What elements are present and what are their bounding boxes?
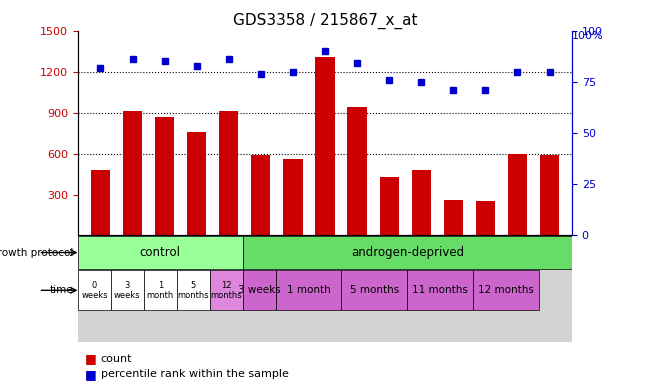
Text: ■: ■ — [84, 368, 96, 381]
Title: GDS3358 / 215867_x_at: GDS3358 / 215867_x_at — [233, 13, 417, 29]
Text: 11 months: 11 months — [412, 285, 468, 295]
Bar — [219, 111, 239, 235]
FancyBboxPatch shape — [78, 235, 572, 342]
Text: 100%: 100% — [572, 31, 604, 41]
FancyBboxPatch shape — [473, 270, 539, 310]
FancyBboxPatch shape — [276, 270, 341, 310]
Text: count: count — [101, 354, 132, 364]
Bar — [155, 117, 174, 235]
Bar — [283, 159, 302, 235]
Text: 12
months: 12 months — [211, 281, 242, 300]
FancyBboxPatch shape — [210, 270, 242, 310]
Text: ■: ■ — [84, 353, 96, 366]
Bar — [444, 200, 463, 235]
FancyBboxPatch shape — [144, 270, 177, 310]
Text: 1
month: 1 month — [147, 281, 174, 300]
Text: 12 months: 12 months — [478, 285, 534, 295]
Bar — [91, 170, 110, 235]
FancyBboxPatch shape — [78, 236, 242, 269]
Text: percentile rank within the sample: percentile rank within the sample — [101, 369, 289, 379]
FancyBboxPatch shape — [242, 236, 572, 269]
Bar — [123, 111, 142, 235]
Bar — [508, 154, 527, 235]
FancyBboxPatch shape — [78, 270, 111, 310]
Text: 3 weeks: 3 weeks — [238, 285, 281, 295]
Text: control: control — [140, 246, 181, 259]
Bar — [476, 201, 495, 235]
Text: 5 months: 5 months — [350, 285, 399, 295]
Text: androgen-deprived: androgen-deprived — [351, 246, 464, 259]
Bar — [187, 132, 206, 235]
Text: 0
weeks: 0 weeks — [81, 281, 108, 300]
Text: 5
months: 5 months — [177, 281, 209, 300]
Bar — [380, 177, 399, 235]
FancyBboxPatch shape — [341, 270, 408, 310]
FancyBboxPatch shape — [242, 270, 276, 310]
Bar — [540, 155, 559, 235]
Bar — [251, 155, 270, 235]
Bar — [315, 57, 335, 235]
Text: growth protocol: growth protocol — [0, 248, 73, 258]
FancyBboxPatch shape — [408, 270, 473, 310]
Bar — [348, 107, 367, 235]
Text: 1 month: 1 month — [287, 285, 330, 295]
FancyBboxPatch shape — [177, 270, 210, 310]
Bar — [411, 170, 431, 235]
Text: time: time — [49, 285, 73, 295]
FancyBboxPatch shape — [111, 270, 144, 310]
Text: 3
weeks: 3 weeks — [114, 281, 140, 300]
